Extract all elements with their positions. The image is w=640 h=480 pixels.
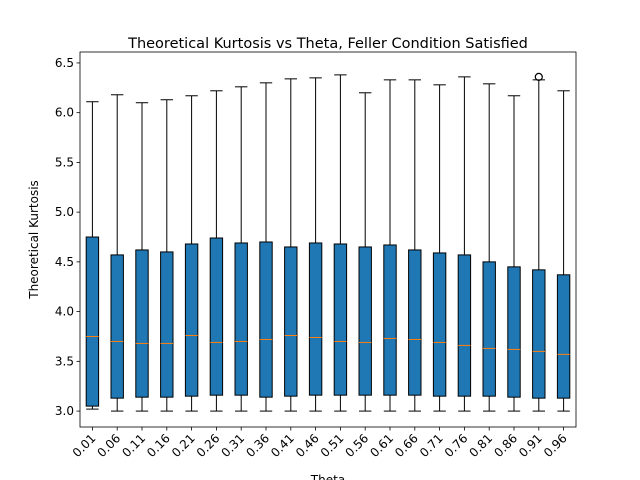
box [482, 261, 496, 397]
x-tick-label: 0.11 [119, 431, 148, 460]
box [308, 242, 323, 396]
y-tick-label: 3.5 [55, 354, 74, 368]
x-tick-label: 0.61 [367, 431, 396, 460]
box [259, 241, 273, 398]
x-tick-label: 0.46 [293, 431, 322, 460]
y-tick-label: 4.5 [55, 255, 74, 269]
flier [534, 72, 543, 81]
box [110, 254, 124, 399]
box [160, 251, 174, 398]
box [532, 269, 546, 399]
box [184, 243, 199, 397]
x-tick-label: 0.81 [467, 431, 496, 460]
box [284, 246, 298, 397]
x-tick-label: 0.66 [392, 431, 421, 460]
y-tick-label: 3.0 [55, 404, 74, 418]
box [457, 254, 472, 397]
box [556, 274, 571, 399]
x-tick-label: 0.21 [169, 431, 198, 460]
box [333, 243, 348, 396]
x-tick-label: 0.06 [95, 431, 124, 460]
x-tick-label: 0.36 [243, 431, 272, 460]
box [234, 242, 248, 396]
y-axis-label: Theoretical Kurtosis [27, 180, 41, 300]
x-axis-label: Theta [310, 473, 345, 480]
y-tick-label: 5.0 [55, 205, 74, 219]
x-tick-label: 0.31 [219, 431, 248, 460]
box [408, 249, 422, 396]
y-tick-label: 6.0 [55, 106, 74, 120]
box [432, 252, 447, 397]
x-tick-label: 0.51 [318, 431, 347, 460]
x-tick-label: 0.71 [417, 431, 446, 460]
box [383, 244, 397, 396]
y-tick-label: 5.5 [55, 155, 74, 169]
x-tick-label: 0.01 [70, 431, 99, 460]
x-tick-label: 0.96 [541, 431, 570, 460]
box [85, 236, 100, 407]
y-tick-label: 6.5 [55, 56, 74, 70]
box [358, 246, 372, 396]
chart-title: Theoretical Kurtosis vs Theta, Feller Co… [127, 36, 528, 52]
x-tick-label: 0.16 [144, 431, 173, 460]
box [135, 249, 149, 398]
x-tick-label: 0.91 [516, 431, 545, 460]
plot-frame [79, 51, 577, 428]
box [507, 266, 521, 398]
x-tick-label: 0.56 [343, 431, 372, 460]
box [209, 237, 224, 396]
x-tick-label: 0.41 [268, 431, 297, 460]
x-tick-label: 0.86 [491, 431, 520, 460]
x-tick-label: 0.26 [194, 431, 223, 460]
x-tick-label: 0.76 [442, 431, 471, 460]
y-tick-label: 4.0 [55, 305, 74, 319]
